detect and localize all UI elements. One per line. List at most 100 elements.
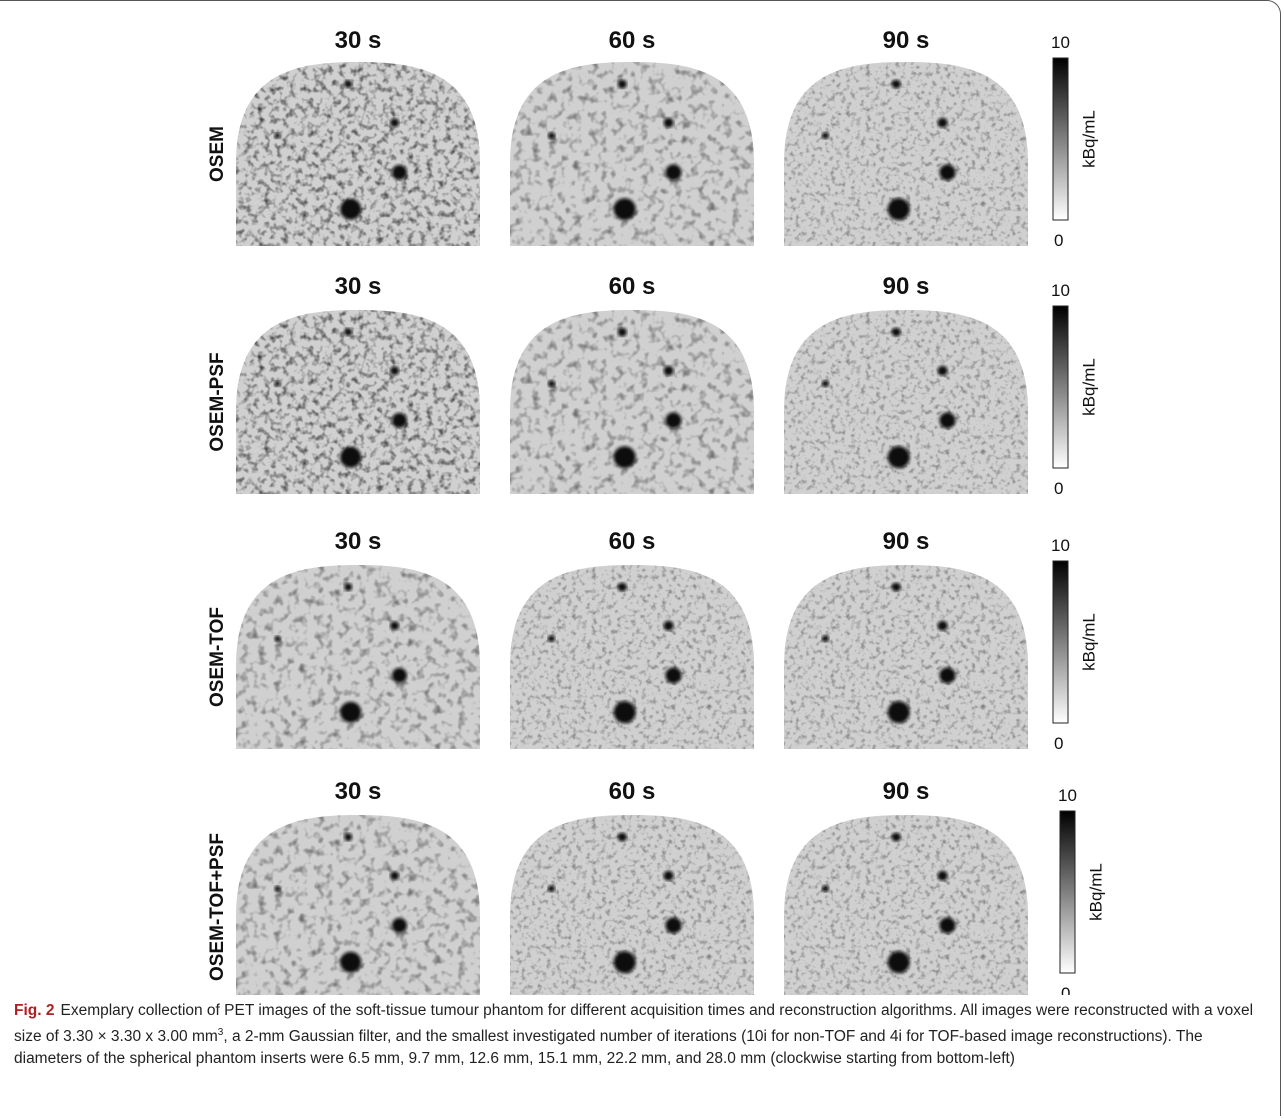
colorbar bbox=[1053, 561, 1068, 723]
insert bbox=[274, 381, 280, 387]
pet-image bbox=[236, 565, 480, 749]
pet-image bbox=[236, 62, 480, 246]
insert bbox=[392, 413, 407, 428]
phantom bbox=[510, 310, 754, 494]
column-header: 30 s bbox=[335, 27, 382, 54]
insert bbox=[344, 328, 352, 336]
column-header: 90 s bbox=[883, 528, 930, 555]
colorbar-min: 0 bbox=[1054, 479, 1063, 498]
colorbar-min: 0 bbox=[1061, 984, 1070, 995]
caption: Fig. 2Exemplary collection of PET images… bbox=[14, 1000, 1269, 1070]
column-header: 60 s bbox=[609, 273, 656, 300]
colorbar-unit: kBq/mL bbox=[1086, 863, 1105, 921]
colorbar-max: 10 bbox=[1058, 786, 1077, 805]
noise bbox=[510, 310, 754, 494]
noise bbox=[784, 310, 1028, 494]
insert bbox=[618, 833, 627, 842]
insert bbox=[618, 80, 627, 89]
noise bbox=[236, 310, 480, 494]
colorbar-max: 10 bbox=[1051, 536, 1070, 555]
column-header: 60 s bbox=[609, 778, 656, 805]
colorbar-unit: kBq/mL bbox=[1079, 110, 1098, 168]
phantom bbox=[784, 565, 1028, 749]
insert bbox=[892, 80, 901, 89]
noise bbox=[510, 62, 754, 246]
colorbar bbox=[1060, 811, 1075, 973]
pet-image bbox=[510, 62, 754, 246]
column-header: 30 s bbox=[335, 273, 382, 300]
insert bbox=[664, 366, 674, 376]
insert bbox=[665, 667, 681, 683]
caption-label: Fig. 2 bbox=[14, 1002, 54, 1019]
noise bbox=[236, 62, 480, 246]
insert bbox=[614, 198, 636, 220]
phantom bbox=[236, 62, 480, 246]
colorbar bbox=[1053, 306, 1068, 468]
phantom bbox=[236, 565, 480, 749]
row-label: OSEM-PSF bbox=[207, 352, 228, 451]
insert bbox=[892, 583, 901, 592]
noise bbox=[236, 565, 480, 749]
pet-image bbox=[510, 815, 754, 995]
insert bbox=[340, 952, 361, 973]
insert bbox=[888, 198, 910, 220]
noise bbox=[784, 565, 1028, 749]
insert bbox=[274, 133, 280, 139]
insert bbox=[888, 701, 910, 723]
insert bbox=[340, 702, 361, 723]
pet-image bbox=[784, 310, 1028, 494]
pet-image bbox=[784, 565, 1028, 749]
column-header: 90 s bbox=[883, 273, 930, 300]
insert bbox=[665, 412, 681, 428]
insert bbox=[938, 118, 948, 128]
column-header: 90 s bbox=[883, 27, 930, 54]
insert bbox=[665, 917, 681, 933]
insert bbox=[344, 583, 352, 591]
insert bbox=[664, 621, 674, 631]
insert bbox=[392, 668, 407, 683]
phantom bbox=[510, 565, 754, 749]
pet-image bbox=[510, 565, 754, 749]
row-label: OSEM-TOF bbox=[207, 607, 228, 707]
insert bbox=[618, 583, 627, 592]
colorbar-min: 0 bbox=[1054, 734, 1063, 753]
insert bbox=[938, 871, 948, 881]
column-header: 60 s bbox=[609, 528, 656, 555]
insert bbox=[390, 118, 399, 127]
colorbar-max: 10 bbox=[1051, 33, 1070, 52]
insert bbox=[392, 165, 407, 180]
insert bbox=[390, 366, 399, 375]
phantom bbox=[236, 310, 480, 494]
insert bbox=[340, 447, 361, 468]
insert bbox=[888, 446, 910, 468]
phantom bbox=[784, 310, 1028, 494]
insert bbox=[938, 621, 948, 631]
insert bbox=[340, 199, 361, 220]
insert bbox=[822, 132, 829, 139]
insert bbox=[939, 412, 955, 428]
column-header: 30 s bbox=[335, 778, 382, 805]
insert bbox=[664, 871, 674, 881]
insert bbox=[548, 132, 555, 139]
insert bbox=[665, 164, 681, 180]
phantom bbox=[510, 815, 754, 995]
phantom bbox=[236, 815, 480, 995]
insert bbox=[888, 951, 910, 973]
insert bbox=[344, 80, 352, 88]
insert bbox=[548, 635, 555, 642]
colorbar-unit: kBq/mL bbox=[1079, 358, 1098, 416]
colorbar-min: 0 bbox=[1054, 231, 1063, 250]
insert bbox=[274, 636, 280, 642]
insert bbox=[614, 951, 636, 973]
phantom bbox=[784, 815, 1028, 995]
column-header: 60 s bbox=[609, 27, 656, 54]
insert bbox=[344, 833, 352, 841]
insert bbox=[548, 885, 555, 892]
column-header: 30 s bbox=[335, 528, 382, 555]
insert bbox=[939, 917, 955, 933]
phantom bbox=[784, 62, 1028, 246]
colorbar-unit: kBq/mL bbox=[1079, 613, 1098, 671]
pet-image bbox=[236, 815, 480, 995]
insert bbox=[274, 886, 280, 892]
insert bbox=[939, 667, 955, 683]
